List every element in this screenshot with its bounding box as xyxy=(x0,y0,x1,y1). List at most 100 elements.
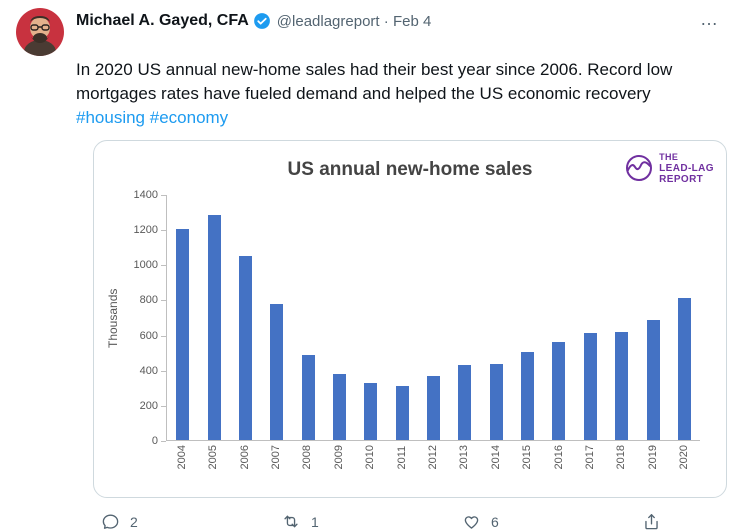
tweet-text-body: In 2020 US annual new-home sales had the… xyxy=(76,60,673,103)
retweet-count: 1 xyxy=(311,513,319,530)
brand-line2: LEAD-LAG xyxy=(659,162,714,174)
brand-logo: THE LEAD-LAG REPORT xyxy=(620,149,714,187)
bar-slot xyxy=(669,195,700,440)
x-tick-label: 2010 xyxy=(364,445,377,470)
brand-line3: REPORT xyxy=(659,173,704,185)
bar xyxy=(176,229,190,440)
like-button[interactable]: 6 xyxy=(462,512,499,531)
hashtag-housing[interactable]: #housing xyxy=(76,108,146,127)
x-tick: 2004 xyxy=(166,445,197,469)
x-tick: 2013 xyxy=(449,445,480,469)
y-axis: 0 200 400 600 800 1000 1200 1400 xyxy=(122,189,166,447)
plot-stack: 2004 2005 2006 2007 2008 2009 2010 2011 2012 2013… xyxy=(166,195,700,469)
author-row: Michael A. Gayed, CFA @leadlagreport · F… xyxy=(76,8,431,30)
x-tick-label: 2004 xyxy=(175,445,188,470)
bar-slot xyxy=(481,195,512,440)
y-tick-label: 0 xyxy=(151,435,158,447)
bar xyxy=(332,374,346,440)
bar xyxy=(677,298,691,440)
bar xyxy=(207,215,221,440)
bar-slot xyxy=(355,195,386,440)
bar-slot xyxy=(512,195,543,440)
y-tick-label: 1400 xyxy=(133,189,158,201)
x-tick: 2020 xyxy=(669,445,700,469)
x-tick-label: 2015 xyxy=(521,445,534,470)
y-tick-mark xyxy=(161,441,166,442)
like-count: 6 xyxy=(491,513,499,530)
x-axis-labels: 2004 2005 2006 2007 2008 2009 2010 2011 2012 2013… xyxy=(166,445,700,469)
bar xyxy=(395,386,409,440)
bar-slot xyxy=(637,195,668,440)
y-tick-label: 800 xyxy=(139,294,158,307)
x-tick-label: 2005 xyxy=(207,445,220,470)
date-separator: · xyxy=(383,12,389,30)
x-tick-label: 2020 xyxy=(678,445,691,470)
x-tick: 2019 xyxy=(637,445,668,469)
bar xyxy=(427,375,441,440)
bar-slot xyxy=(230,195,261,440)
x-tick: 2014 xyxy=(480,445,511,469)
y-tick-mark xyxy=(161,300,166,302)
x-tick: 2015 xyxy=(511,445,542,469)
x-tick: 2011 xyxy=(386,445,417,470)
bar xyxy=(458,364,472,440)
x-tick-label: 2008 xyxy=(301,445,314,470)
bar xyxy=(521,352,535,440)
tweet-date[interactable]: Feb 4 xyxy=(392,12,432,30)
bar xyxy=(552,341,566,440)
bar xyxy=(646,320,660,440)
tweet-media-chart[interactable]: US annual new-home sales THE LEAD-LAG RE… xyxy=(93,140,727,498)
x-tick: 2008 xyxy=(292,445,323,469)
x-tick: 2007 xyxy=(260,445,291,469)
x-tick-label: 2017 xyxy=(583,445,596,470)
x-tick: 2018 xyxy=(606,445,637,469)
brand-logo-text: THE LEAD-LAG REPORT xyxy=(659,152,714,185)
share-button[interactable] xyxy=(642,512,661,531)
more-menu-icon[interactable]: … xyxy=(700,9,719,29)
reply-count: 2 xyxy=(130,513,138,530)
y-tick-label: 1200 xyxy=(133,224,158,237)
y-tick-mark xyxy=(161,195,166,196)
bar-slot xyxy=(387,195,418,440)
tweet-header: Michael A. Gayed, CFA @leadlagreport · F… xyxy=(16,8,721,56)
hashtag-economy[interactable]: #economy xyxy=(149,108,229,127)
author-name[interactable]: Michael A. Gayed, CFA xyxy=(76,12,249,29)
reply-button[interactable]: 2 xyxy=(101,512,138,531)
bar-slot xyxy=(543,195,574,440)
x-tick-label: 2018 xyxy=(615,445,628,470)
y-tick-label: 1000 xyxy=(133,259,158,272)
y-tick-mark xyxy=(161,405,166,407)
x-tick: 2010 xyxy=(354,445,385,469)
x-tick: 2006 xyxy=(229,445,260,469)
bar-slot xyxy=(198,195,229,440)
x-tick-label: 2007 xyxy=(269,445,282,470)
y-tick-mark xyxy=(161,370,166,372)
x-tick-label: 2019 xyxy=(646,445,659,470)
y-tick-mark xyxy=(161,265,166,267)
author-handle[interactable]: @leadlagreport · Feb 4 xyxy=(276,12,432,30)
retweet-icon xyxy=(284,515,298,528)
bar xyxy=(364,383,378,440)
bar xyxy=(270,304,284,440)
x-tick-label: 2011 xyxy=(395,445,408,470)
y-tick-label: 400 xyxy=(139,364,158,377)
avatar-image xyxy=(16,8,64,56)
plot-area xyxy=(166,195,700,441)
y-tick-label: 600 xyxy=(139,329,158,342)
bar-slot xyxy=(449,195,480,440)
reply-icon xyxy=(102,514,119,529)
x-tick: 2005 xyxy=(197,445,228,469)
retweet-button[interactable]: 1 xyxy=(281,512,319,531)
bar-slot xyxy=(292,195,323,440)
bar-slot xyxy=(575,195,606,440)
x-tick: 2012 xyxy=(417,445,448,469)
x-tick-label: 2014 xyxy=(489,445,502,470)
x-tick: 2017 xyxy=(574,445,605,469)
x-tick-label: 2012 xyxy=(426,445,439,470)
y-tick-mark xyxy=(161,230,166,232)
share-icon xyxy=(645,514,658,530)
avatar[interactable] xyxy=(16,8,64,56)
bar-slot xyxy=(324,195,355,440)
bar-slot xyxy=(418,195,449,440)
